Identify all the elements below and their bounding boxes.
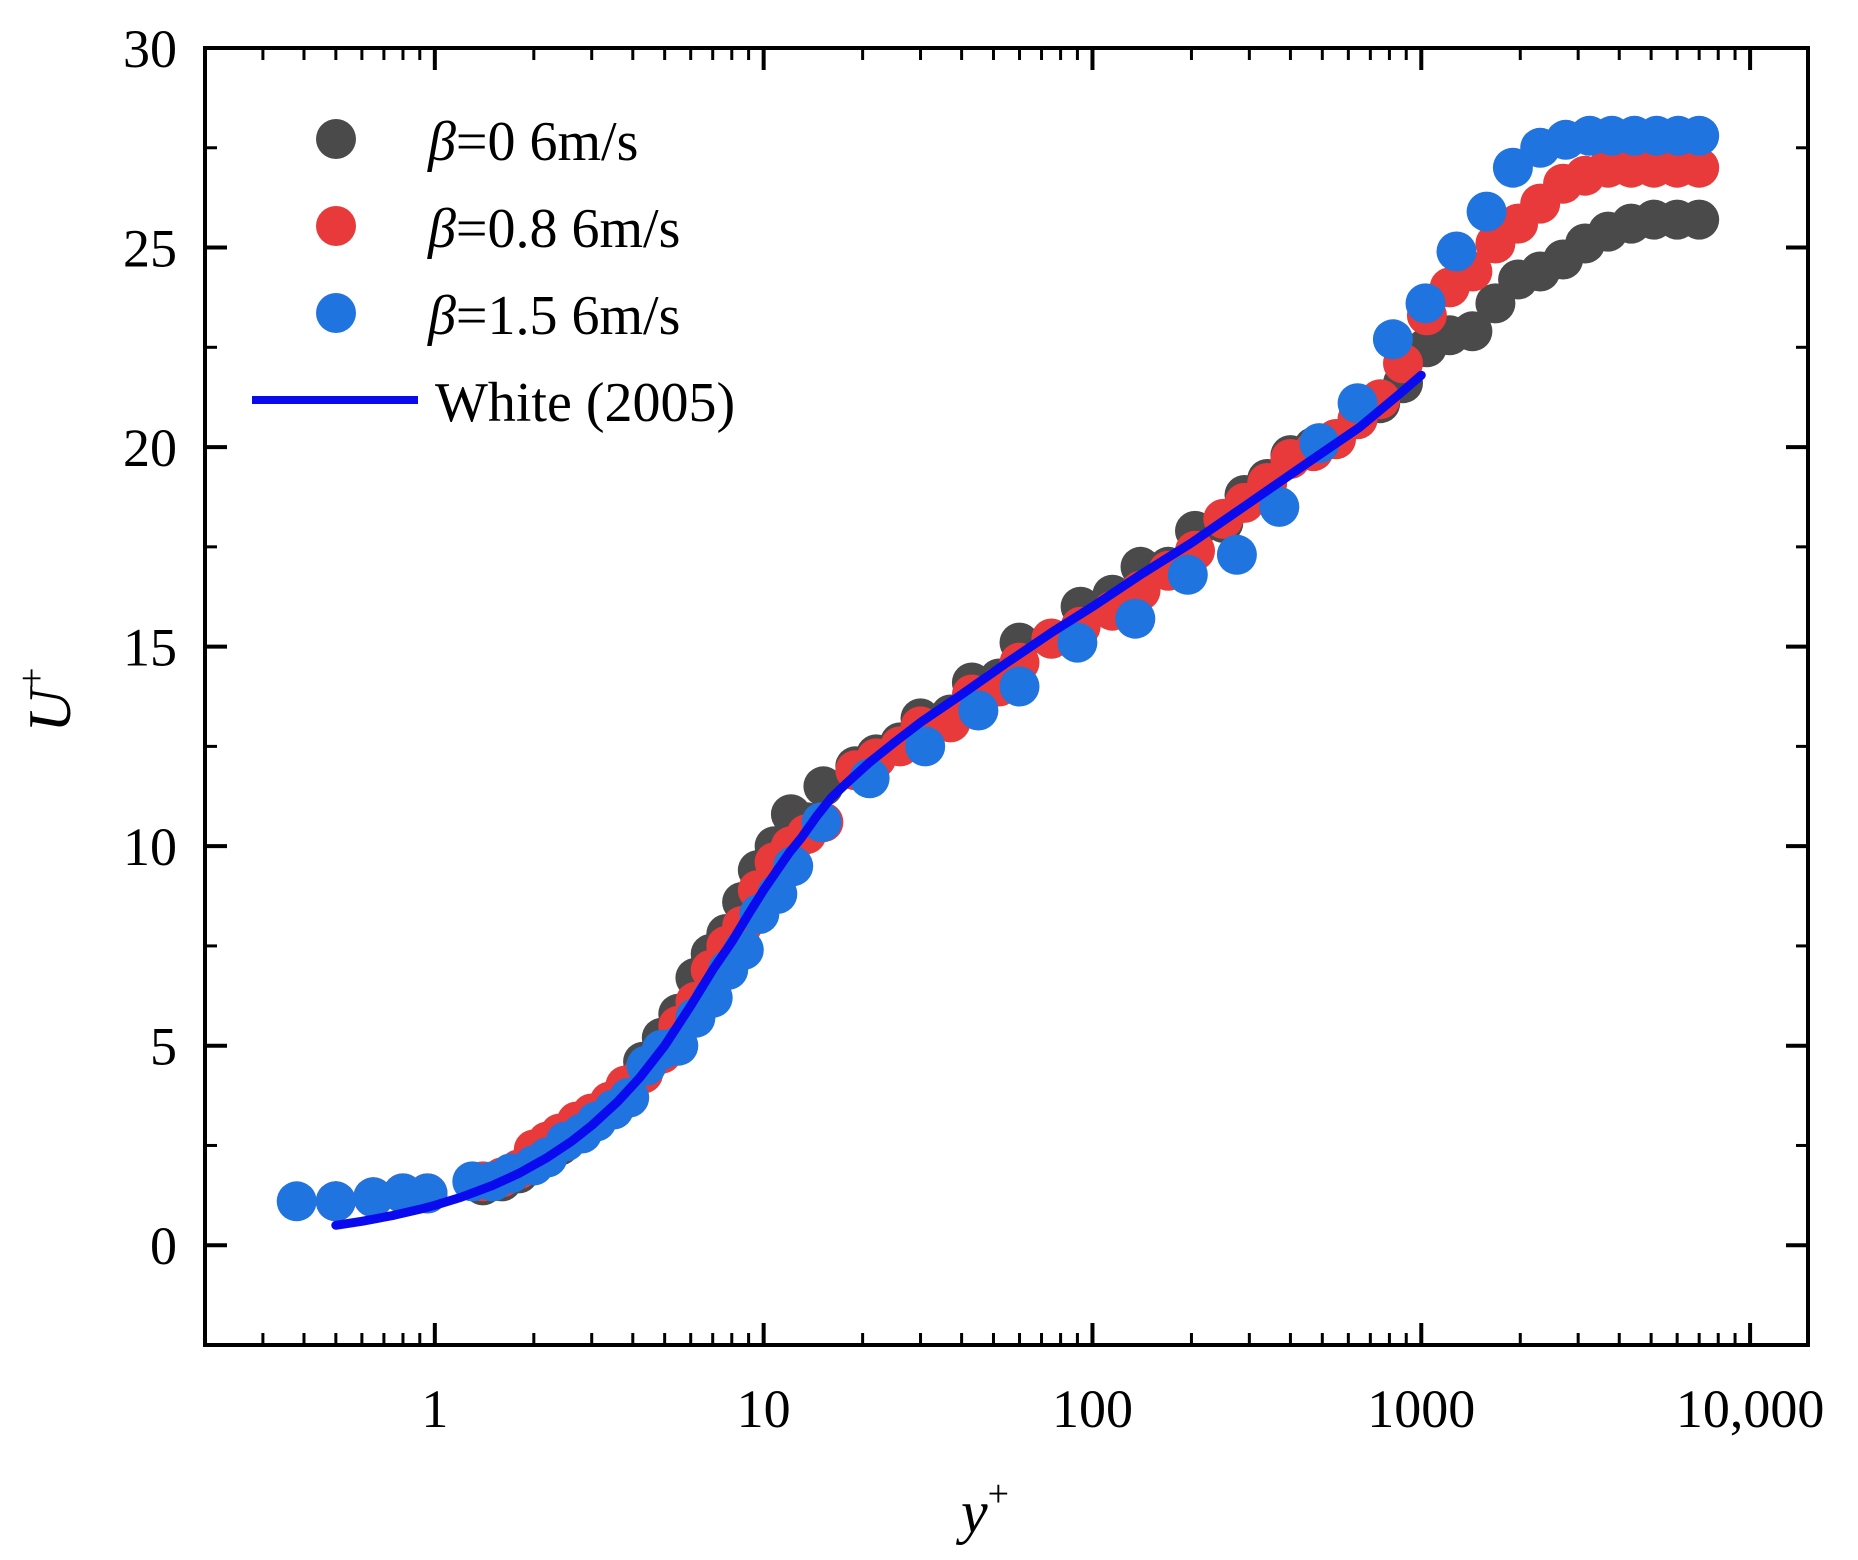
data-point [315,1181,356,1222]
y-tick-labels: 0 5 10 15 20 25 30 [123,19,177,1276]
data-point [1259,486,1300,527]
y-tick-label: 5 [150,1017,177,1077]
y-axis-title-main: U [17,685,83,732]
data-point [1057,622,1098,663]
y-axis-title: U+ [11,668,83,733]
legend-marker-beta-1-5 [316,293,356,333]
x-tick-labels: 1 10 100 1000 10,000 [421,1379,1824,1439]
data-point [1466,191,1507,232]
legend-marker-beta-0-8 [316,206,356,246]
x-tick-label: 100 [1052,1379,1133,1439]
legend: β=0 6m/s β=0.8 6m/s β=1.5 6m/s White (20… [252,111,735,434]
series-3-white-2005 [331,370,1426,1230]
data-point [1679,147,1720,188]
x-axis-title: y+ [955,1473,1009,1545]
legend-marker-beta-0 [316,119,356,159]
y-tick-label: 10 [123,817,177,877]
legend-label-text: =0 6m/s [456,111,639,173]
data-point [905,726,946,767]
y-tick-label: 15 [123,618,177,678]
white-2005-curve [331,370,1426,1230]
data-point [1679,115,1720,156]
data-point [958,690,999,731]
legend-label-beta-1-5: β=1.5 6m/s [427,285,680,347]
data-point [1436,231,1477,272]
x-axis-title-superscript: + [988,1473,1009,1515]
data-point [353,1177,394,1218]
legend-label-text: =0.8 6m/s [456,198,681,260]
y-tick-label: 25 [123,219,177,279]
data-point [1679,199,1720,240]
y-axis-title-superscript: + [11,668,53,689]
data-point [1452,311,1493,352]
series-layer [276,115,1720,1230]
y-tick-label: 0 [150,1216,177,1276]
legend-beta-symbol: β [427,285,456,347]
legend-beta-symbol: β [427,198,456,260]
data-point [609,1077,650,1118]
y-tick-label: 20 [123,418,177,478]
data-point [801,802,842,843]
x-tick-label: 1 [421,1379,448,1439]
legend-label-beta-0: β=0 6m/s [427,111,638,173]
data-point [1167,554,1208,595]
data-point [1216,534,1257,575]
legend-label-beta-0-8: β=0.8 6m/s [427,198,680,260]
series-0-0-6m-s [315,199,1720,1222]
data-point [1337,383,1378,424]
data-point [276,1181,317,1222]
data-point [1372,319,1413,360]
x-axis-title-main: y [955,1479,988,1545]
x-tick-label: 1000 [1367,1379,1475,1439]
legend-label-white-2005: White (2005) [435,372,735,434]
data-point [999,666,1040,707]
y-tick-label: 30 [123,19,177,79]
data-point [1405,283,1446,324]
plot-area-frame [203,46,1810,1347]
legend-label-text: =1.5 6m/s [456,285,681,347]
data-point [1115,598,1156,639]
legend-beta-symbol: β [427,111,456,173]
x-tick-label: 10 [737,1379,791,1439]
x-tick-label: 10,000 [1676,1379,1825,1439]
